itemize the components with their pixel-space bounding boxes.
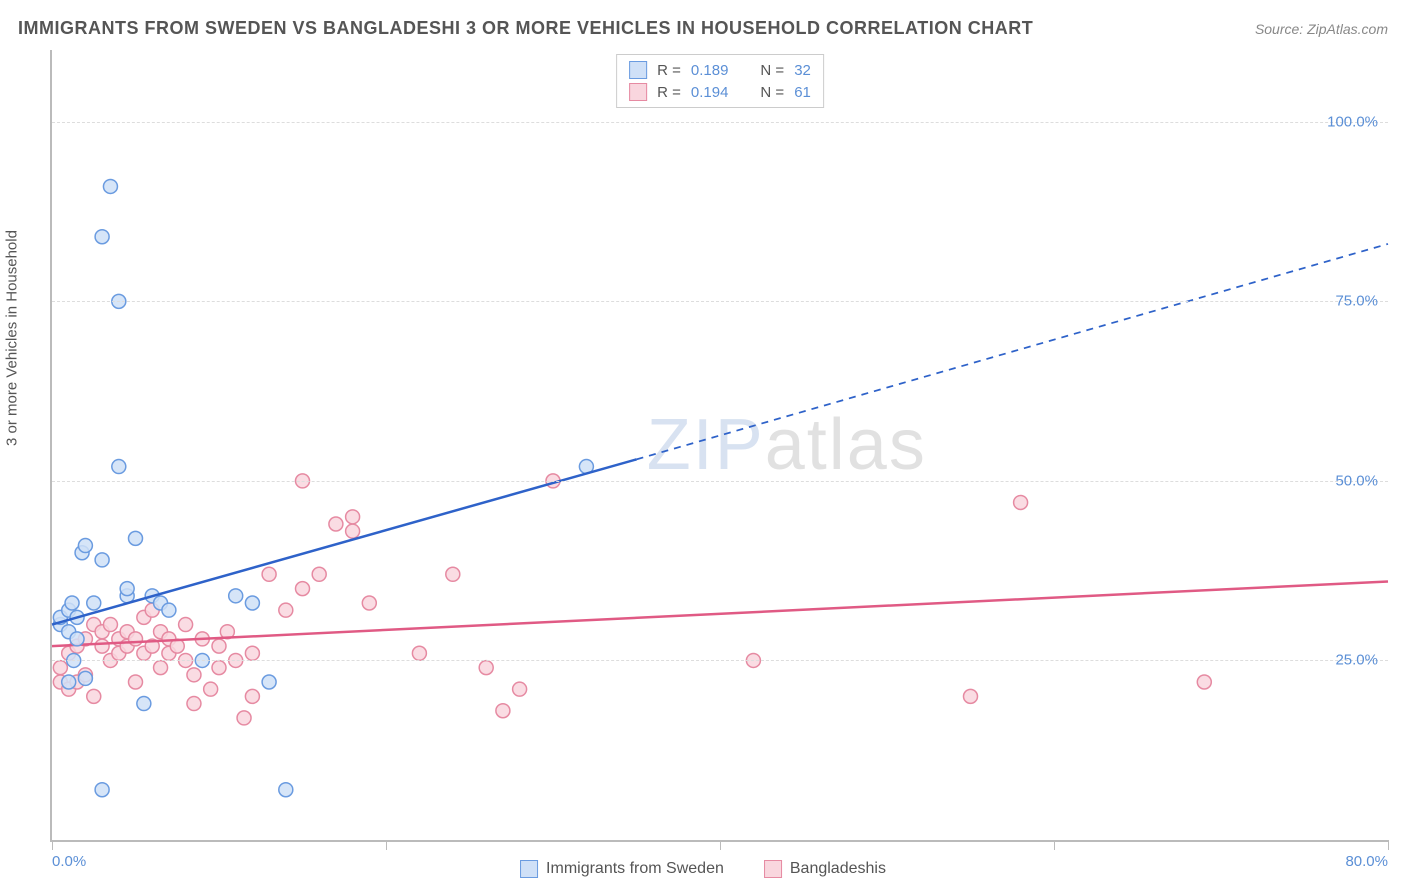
data-point: [262, 675, 276, 689]
data-point: [103, 179, 117, 193]
title-bar: IMMIGRANTS FROM SWEDEN VS BANGLADESHI 3 …: [18, 18, 1388, 39]
data-point: [212, 639, 226, 653]
data-point: [154, 661, 168, 675]
legend-top-row-sweden: R = 0.189 N = 32: [629, 59, 811, 81]
ytick-label: 100.0%: [1327, 113, 1378, 130]
legend-top: R = 0.189 N = 32 R = 0.194 N = 61: [616, 54, 824, 108]
trend-line-extrapolated: [637, 244, 1389, 459]
ytick-label: 25.0%: [1335, 652, 1378, 669]
xtick-label: 80.0%: [1345, 853, 1388, 870]
data-point: [120, 582, 134, 596]
legend-item-sweden: Immigrants from Sweden: [520, 860, 724, 878]
data-point: [129, 675, 143, 689]
xtick-label: 0.0%: [52, 853, 86, 870]
data-point: [187, 668, 201, 682]
data-point: [245, 646, 259, 660]
data-point: [129, 531, 143, 545]
data-point: [1014, 495, 1028, 509]
data-point: [212, 661, 226, 675]
xtick: [386, 840, 387, 850]
data-point: [112, 460, 126, 474]
data-point: [229, 589, 243, 603]
data-point: [496, 704, 510, 718]
data-point: [162, 603, 176, 617]
legend-label-sweden: Immigrants from Sweden: [546, 860, 724, 878]
source-label: Source: ZipAtlas.com: [1255, 21, 1388, 37]
data-point: [346, 524, 360, 538]
swatch-sweden: [520, 860, 538, 878]
gridline: [52, 122, 1388, 123]
data-point: [346, 510, 360, 524]
data-point: [62, 675, 76, 689]
data-point: [262, 567, 276, 581]
data-point: [312, 567, 326, 581]
chart-title: IMMIGRANTS FROM SWEDEN VS BANGLADESHI 3 …: [18, 18, 1033, 39]
ytick-label: 50.0%: [1335, 472, 1378, 489]
r-label: R =: [657, 84, 681, 101]
data-point: [78, 539, 92, 553]
data-point: [279, 603, 293, 617]
data-point: [479, 661, 493, 675]
swatch-bangladesh: [629, 83, 647, 101]
legend-bottom: Immigrants from Sweden Bangladeshis: [520, 860, 886, 878]
xtick: [1054, 840, 1055, 850]
data-point: [95, 230, 109, 244]
swatch-sweden: [629, 61, 647, 79]
plot-area: ZIPatlas R = 0.189 N = 32 R = 0.194 N = …: [50, 50, 1388, 842]
data-point: [446, 567, 460, 581]
r-value-sweden: 0.189: [691, 62, 729, 79]
xtick: [1388, 840, 1389, 850]
legend-top-row-bangladesh: R = 0.194 N = 61: [629, 81, 811, 103]
data-point: [204, 682, 218, 696]
data-point: [129, 632, 143, 646]
data-point: [95, 553, 109, 567]
data-point: [70, 632, 84, 646]
data-point: [964, 689, 978, 703]
data-point: [296, 582, 310, 596]
legend-label-bangladesh: Bangladeshis: [790, 860, 886, 878]
y-axis-label: 3 or more Vehicles in Household: [4, 230, 21, 446]
legend-item-bangladesh: Bangladeshis: [764, 860, 886, 878]
data-point: [362, 596, 376, 610]
data-point: [237, 711, 251, 725]
gridline: [52, 301, 1388, 302]
gridline: [52, 660, 1388, 661]
data-point: [87, 596, 101, 610]
gridline: [52, 481, 1388, 482]
ytick-label: 75.0%: [1335, 293, 1378, 310]
data-point: [329, 517, 343, 531]
data-point: [65, 596, 79, 610]
data-point: [95, 783, 109, 797]
chart-svg: [52, 50, 1388, 840]
data-point: [179, 618, 193, 632]
xtick: [52, 840, 53, 850]
data-point: [245, 596, 259, 610]
r-label: R =: [657, 62, 681, 79]
trend-line: [52, 581, 1388, 646]
data-point: [513, 682, 527, 696]
r-value-bangladesh: 0.194: [691, 84, 729, 101]
data-point: [245, 689, 259, 703]
data-point: [95, 639, 109, 653]
data-point: [103, 618, 117, 632]
data-point: [137, 697, 151, 711]
data-point: [279, 783, 293, 797]
data-point: [87, 689, 101, 703]
n-value-sweden: 32: [794, 62, 811, 79]
data-point: [1197, 675, 1211, 689]
n-label: N =: [760, 62, 784, 79]
xtick: [720, 840, 721, 850]
n-label: N =: [760, 84, 784, 101]
data-point: [78, 671, 92, 685]
data-point: [187, 697, 201, 711]
data-point: [53, 661, 67, 675]
data-point: [412, 646, 426, 660]
swatch-bangladesh: [764, 860, 782, 878]
n-value-bangladesh: 61: [794, 84, 811, 101]
